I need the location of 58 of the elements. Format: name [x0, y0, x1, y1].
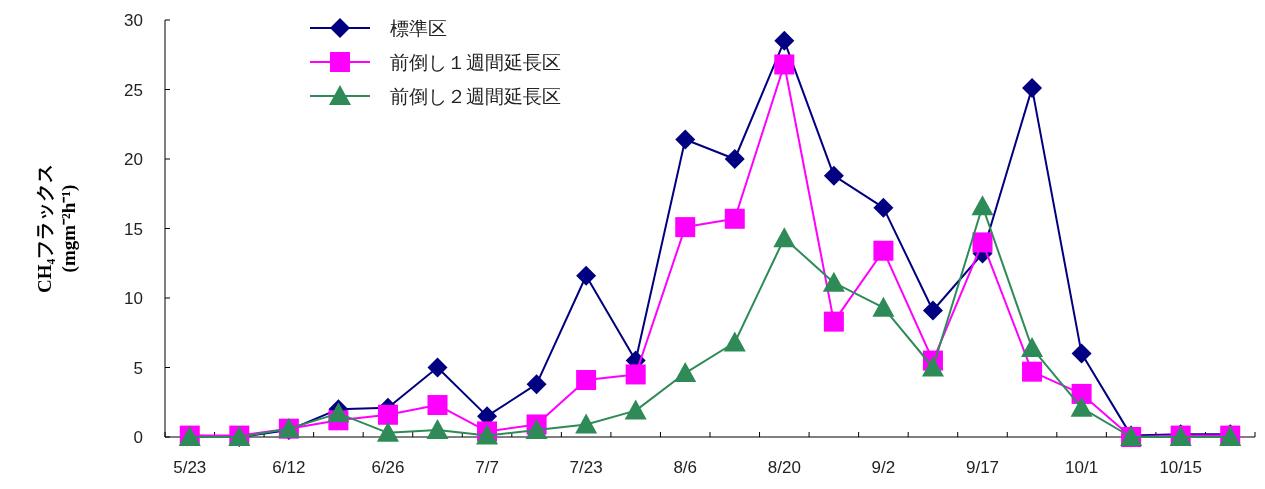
point [427, 357, 448, 378]
point [1022, 361, 1043, 382]
point [873, 240, 894, 261]
point [774, 30, 795, 51]
point [724, 208, 745, 229]
point [822, 271, 845, 292]
y-tick-label: 0 [133, 428, 143, 447]
point [526, 374, 547, 395]
x-tick-label: 8/6 [673, 458, 698, 477]
point [724, 149, 745, 169]
point [674, 362, 697, 383]
point [625, 364, 646, 385]
point [972, 232, 993, 253]
y-tick-label: 20 [124, 150, 143, 169]
x-tick-label: 10/1 [1065, 458, 1099, 477]
x-tick-label: 9/2 [871, 458, 896, 477]
point [376, 421, 399, 442]
point [774, 54, 795, 75]
point [1071, 343, 1092, 364]
point [971, 195, 994, 216]
legend-label: 標準区 [390, 17, 447, 39]
y-tick-label: 5 [133, 358, 143, 378]
point [624, 399, 647, 420]
y-tick-label: 15 [124, 219, 143, 239]
point [576, 265, 597, 286]
y-tick-label: 25 [124, 80, 143, 100]
point [1021, 337, 1044, 358]
legend-label: 前倒し２週間延長区 [390, 85, 561, 107]
point [773, 227, 796, 248]
point [426, 419, 449, 440]
point [675, 129, 696, 150]
point [921, 356, 944, 377]
point [872, 296, 895, 317]
point [1022, 78, 1043, 99]
x-tick-label: 10/15 [1159, 458, 1202, 477]
point [1070, 396, 1093, 417]
legend-label: 前倒し１週間延長区 [390, 51, 561, 73]
x-tick-label: 7/7 [475, 458, 499, 477]
x-tick-label: 6/12 [272, 458, 306, 477]
x-tick-label: 9/17 [965, 458, 1000, 477]
x-tick-label: 6/26 [371, 458, 405, 477]
y-tick-label: 10 [124, 289, 143, 308]
point [873, 197, 894, 218]
point [525, 419, 548, 440]
point [575, 413, 598, 434]
point [377, 404, 398, 425]
x-tick-label: 7/23 [569, 458, 603, 477]
y-tick-label: 30 [124, 11, 143, 30]
point [675, 217, 696, 238]
point [823, 311, 844, 332]
x-tick-label: 8/20 [767, 458, 801, 477]
point [922, 300, 943, 321]
y-axis-title: CH₄フラックス (mgm⁻²h⁻¹) [34, 163, 80, 294]
point [576, 370, 597, 391]
point [823, 165, 844, 186]
point [427, 395, 448, 416]
x-tick-label: 5/23 [173, 458, 207, 477]
point [723, 331, 746, 352]
